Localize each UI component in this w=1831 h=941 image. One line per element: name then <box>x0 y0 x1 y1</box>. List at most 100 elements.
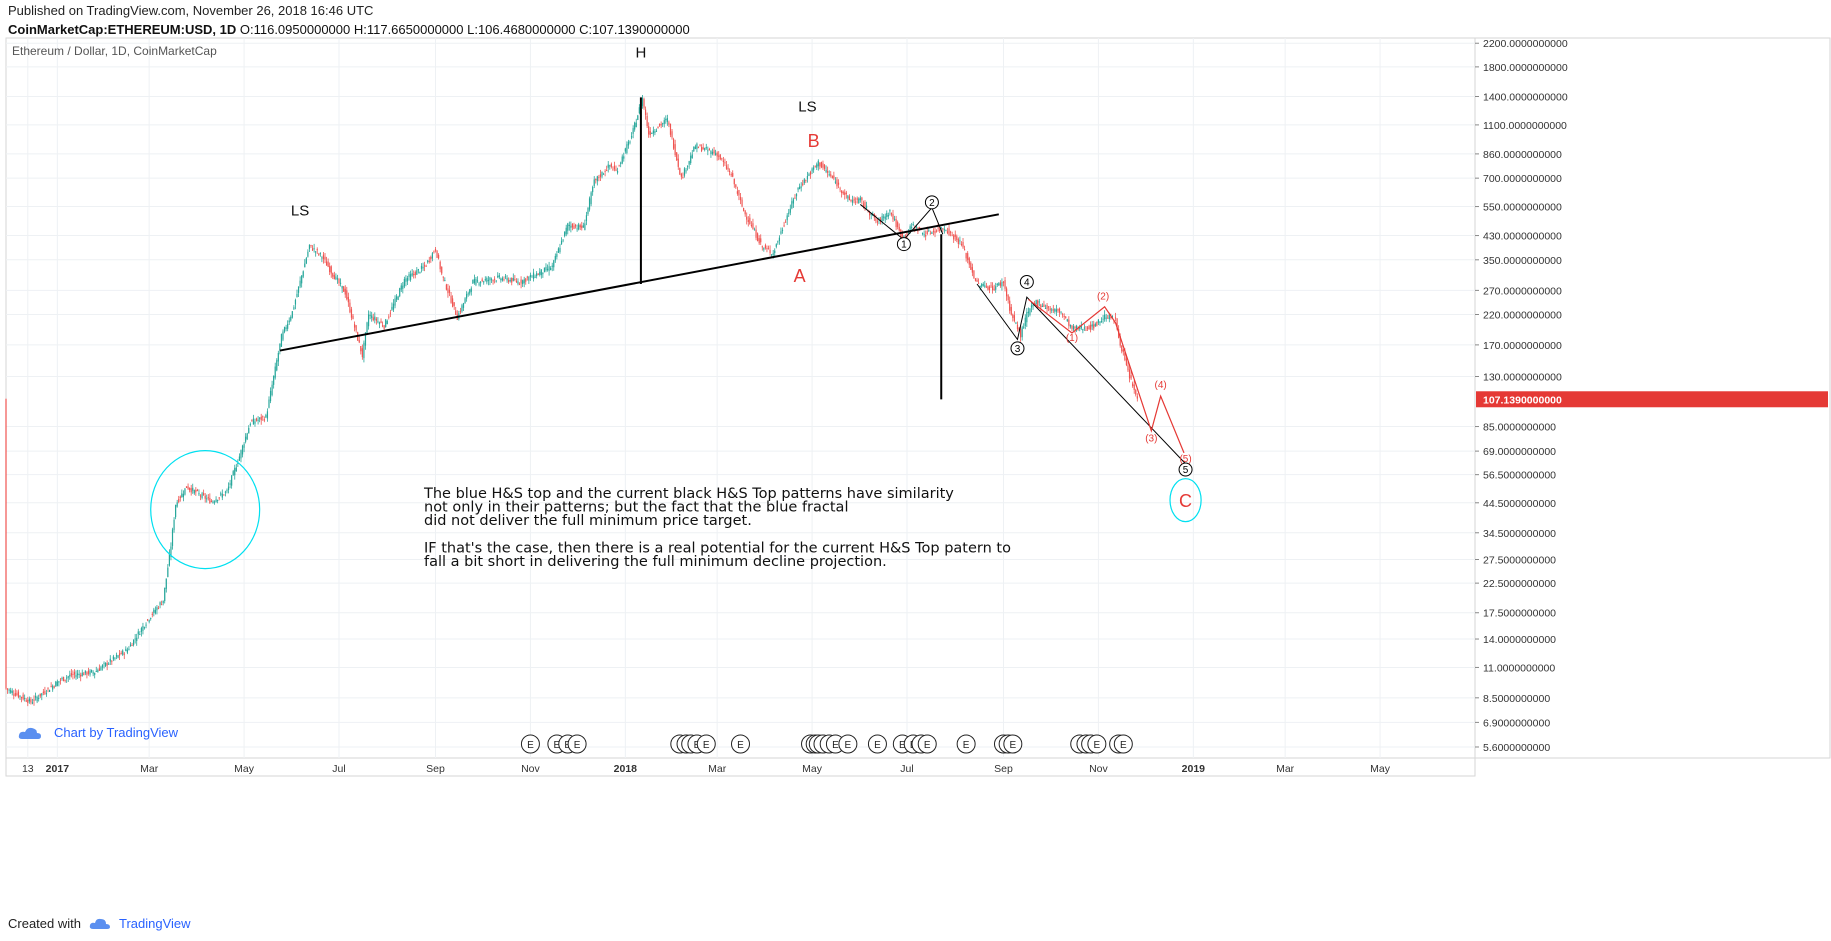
projected-wave-label: (2) <box>1097 291 1109 302</box>
wave-count-circle <box>1010 341 1025 356</box>
candle-body <box>595 178 597 180</box>
earnings-label: E <box>737 740 744 751</box>
candle-body <box>176 502 178 507</box>
candle-body <box>907 231 910 234</box>
y-tick-label: 430.0000000000 <box>1483 231 1562 243</box>
candle-body <box>856 198 858 200</box>
candle-body <box>799 186 801 190</box>
candle-body <box>156 607 158 611</box>
candle-body <box>367 314 370 327</box>
candle-body <box>280 334 283 347</box>
candle-body <box>654 131 656 134</box>
candle-body <box>652 130 654 134</box>
candle-body <box>606 170 608 172</box>
candle-body <box>643 99 645 108</box>
candle-body <box>213 501 216 503</box>
candle-body <box>94 672 96 675</box>
candle-body <box>1024 317 1026 326</box>
candle-body <box>732 173 734 177</box>
candle-body <box>1128 369 1131 379</box>
candle-body <box>883 216 885 218</box>
candle-body <box>86 672 88 675</box>
candle-body <box>167 567 169 577</box>
pattern-label: H <box>635 44 646 61</box>
candle-body <box>716 152 718 157</box>
candle-body <box>425 265 427 267</box>
time-axis <box>5 757 1476 777</box>
candle-body <box>114 657 116 659</box>
candle-body <box>783 225 785 227</box>
candle-body <box>50 686 52 688</box>
candle-body <box>17 691 20 698</box>
candle-body <box>531 276 533 278</box>
candle-body <box>1037 300 1039 306</box>
candle-body <box>741 199 743 207</box>
candle-body <box>318 253 320 255</box>
candle-body <box>666 118 668 122</box>
candle-body <box>979 286 981 288</box>
wave-count-label: 3 <box>1015 344 1021 355</box>
candle-body <box>325 261 328 266</box>
candle-body <box>990 285 992 287</box>
candle-body <box>722 160 724 163</box>
earnings-label: E <box>1094 740 1101 751</box>
candle-body <box>957 239 959 245</box>
candle-body <box>814 165 816 167</box>
candle-body <box>100 667 102 670</box>
candle-body <box>450 295 452 303</box>
x-tick-label: Jul <box>332 763 345 775</box>
candle-body <box>862 203 865 207</box>
tradingview-cloud-icon <box>89 918 110 929</box>
candle-body <box>626 144 628 153</box>
earnings-label: E <box>924 740 931 751</box>
y-tick-label: 1100.0000000000 <box>1483 120 1567 132</box>
candle-body <box>1055 309 1057 312</box>
candle-body <box>710 151 712 155</box>
candle-body <box>523 279 525 284</box>
candle-body <box>996 283 998 286</box>
candle-body <box>806 176 809 180</box>
candle-body <box>469 289 471 294</box>
candle-body <box>108 663 110 665</box>
candle-body <box>823 164 826 169</box>
candle-body <box>551 265 553 268</box>
candle-body <box>311 248 314 251</box>
candle-body <box>963 249 966 251</box>
candle-body <box>685 170 687 172</box>
chart-label: Ethereum / Dollar, 1D, CoinMarketCap <box>12 44 217 58</box>
wave-line-black <box>860 204 944 241</box>
y-tick-label: 2200.0000000000 <box>1483 38 1568 50</box>
candle-body <box>819 162 821 167</box>
candle-body <box>802 183 804 186</box>
candle-body <box>279 343 281 351</box>
candle-body <box>988 286 991 291</box>
candle-body <box>490 279 493 281</box>
candle-body <box>257 419 259 421</box>
candle-body <box>154 610 156 614</box>
candle-body <box>344 288 346 295</box>
candle-body <box>833 175 835 179</box>
x-tick-label: Nov <box>521 763 540 775</box>
last-price-tag <box>1476 391 1828 408</box>
candle-body <box>841 190 843 193</box>
candle-body <box>834 181 837 183</box>
candle-body <box>395 296 398 300</box>
candle-body <box>1110 316 1112 318</box>
candle-body <box>475 278 477 285</box>
candle-body <box>1020 329 1022 338</box>
pattern-label: B <box>808 131 820 151</box>
comment-line: not only in their patterns; but the fact… <box>424 500 848 516</box>
candle-body <box>112 656 114 660</box>
candle-body <box>204 495 206 499</box>
candle-body <box>777 241 779 243</box>
candle-body <box>503 279 505 281</box>
tradingview-brand[interactable]: TradingView <box>118 916 191 931</box>
candle-body <box>439 261 441 270</box>
candle-body <box>592 187 594 193</box>
candle-body <box>231 475 233 486</box>
candle-body <box>1038 301 1040 303</box>
candle-body <box>1060 311 1062 313</box>
candle-body <box>251 420 253 422</box>
y-tick-label: 550.0000000000 <box>1483 202 1562 214</box>
